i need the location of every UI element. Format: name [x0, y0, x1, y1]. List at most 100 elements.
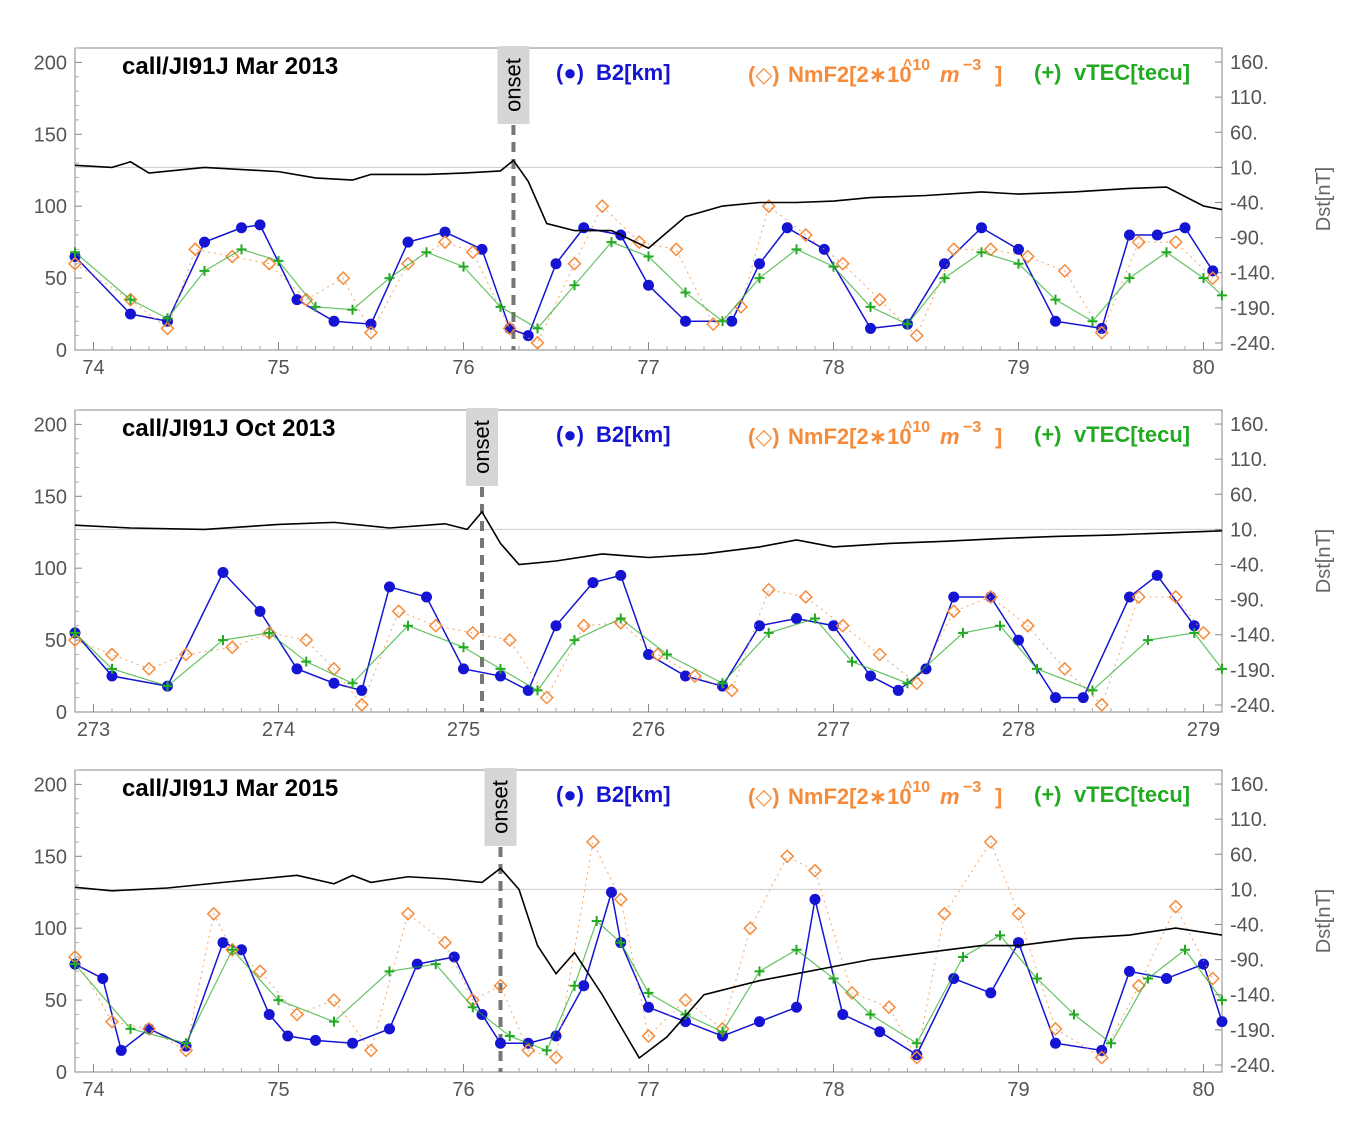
y2-tick-label: 60. [1230, 484, 1258, 506]
vtec-point [847, 656, 857, 667]
nmf2-point [872, 292, 887, 307]
onset-label-bg [466, 408, 498, 486]
y2-tick-label: -240. [1230, 1055, 1276, 1077]
b2-point [282, 1030, 294, 1042]
onset-label: onset [469, 420, 494, 474]
nmf2-point [502, 633, 517, 648]
vtec-point [1189, 627, 1200, 638]
vtec-point [467, 1002, 478, 1013]
nmf2-point [391, 604, 406, 619]
series-b2-km- [69, 567, 1200, 704]
vtec-point [458, 642, 469, 653]
x-tick-label: 76 [452, 357, 474, 379]
x-tick-label: 75 [267, 357, 289, 379]
vtec-point [717, 316, 728, 327]
legend-nmf2-unit-exponent: −3 [963, 779, 981, 796]
b2-point [504, 322, 516, 334]
vtec-point [1087, 685, 1098, 696]
b2-point [263, 1008, 275, 1020]
vtec-point [1050, 294, 1061, 305]
nmf2-point [909, 1050, 924, 1065]
x-tick-label: 274 [262, 719, 295, 741]
dst-series-line [74, 867, 1223, 1060]
y2-tick-label: 110. [1230, 449, 1267, 471]
vtec-point [717, 1026, 728, 1037]
vtec-point [495, 663, 506, 674]
vtec-point [125, 294, 136, 305]
nmf2-point [632, 235, 647, 250]
y2-tick-label: -240. [1230, 695, 1276, 717]
y-tick-label: 0 [56, 340, 67, 362]
b2-point [356, 684, 368, 696]
chart-panel-1: 0 50 100 150 200 -240. -190. -140. -90. -40. 10. 60… [34, 46, 1335, 379]
nmf2-point [104, 1014, 120, 1029]
nmf2-point [946, 242, 961, 257]
y2-tick-label: 160. [1230, 52, 1269, 74]
nmf2-point [1048, 1021, 1063, 1036]
b2-point [522, 330, 534, 342]
nmf2-point [743, 921, 758, 936]
vtec-point [810, 613, 820, 624]
nmf2-point [400, 906, 416, 921]
nmf2-point [437, 235, 453, 250]
nmf2-point [465, 625, 480, 640]
vtec-point [680, 287, 691, 298]
legend-nmf2-unit-exponent: −3 [963, 57, 981, 74]
nmf2-point [983, 834, 998, 849]
nmf2-point [567, 256, 582, 271]
nmf2-point [1168, 899, 1183, 914]
x-tick-label: 275 [447, 719, 480, 741]
vtec-point [430, 959, 441, 970]
y2-tick-label: 110. [1230, 87, 1267, 109]
x-tick-label: 74 [82, 357, 104, 379]
nmf2-point [104, 647, 120, 662]
vtec-point [958, 627, 968, 638]
legend-vtec-symbol: (+) [1034, 782, 1062, 807]
legend-vtec-label: vTEC[tecu] [1074, 422, 1190, 447]
legend-nmf2-close: ] [995, 784, 1002, 809]
b2-point [754, 620, 765, 632]
nmf2-point [576, 618, 591, 633]
y2-tick-label: 10. [1230, 157, 1258, 179]
legend-b2-symbol: (●) [556, 782, 584, 807]
nmf2-point [585, 834, 601, 849]
y2-tick-label: -40. [1230, 555, 1264, 577]
b2-point [448, 951, 460, 963]
legend-nmf2-exponent: ^10 [903, 57, 930, 74]
vtec-point [1124, 273, 1135, 284]
b2-point [1013, 243, 1024, 255]
vtec-point [236, 244, 247, 255]
nmf2-point [299, 633, 314, 648]
nmf2-point [1094, 1050, 1109, 1065]
vtec-point [504, 1031, 515, 1042]
b2-point [976, 222, 987, 234]
nmf2-point [252, 964, 268, 979]
legend-nmf2-unit: m [940, 784, 960, 809]
y2-tick-label: -90. [1230, 228, 1264, 250]
vtec-point [421, 247, 432, 258]
b2-point [217, 567, 229, 579]
vtec-point [754, 966, 765, 977]
vtec-point [384, 966, 395, 977]
legend: (●) B2[km] (◇) NmF2[2∗10^10 m −3] (+) vTEC[tecu… [556, 779, 1190, 809]
vtec-point [717, 678, 728, 689]
nmf2-point [1205, 271, 1220, 286]
b2-point [1096, 322, 1108, 334]
legend-b2-label: B2[km] [596, 782, 671, 807]
nmf2-point [521, 1043, 536, 1058]
nmf2-point [428, 618, 443, 633]
panel-title: call/JI91J Mar 2015 [122, 775, 338, 802]
vtec-point [1069, 1009, 1079, 1020]
vtec-point [865, 301, 876, 312]
chart-panel-3: 0 50 100 150 200 -240. -190. -140. -90. -40. 10. 60… [34, 768, 1335, 1101]
vtec-point [911, 1038, 922, 1049]
vtec-point [347, 678, 358, 689]
y2-axis-label: Dst[nT] [1313, 889, 1335, 953]
b2-point [920, 663, 932, 675]
b2-point [125, 308, 136, 320]
nmf2-point [188, 242, 203, 257]
vtec-point [865, 1009, 876, 1020]
b2-point [1124, 965, 1135, 977]
legend-vtec-label: vTEC[tecu] [1074, 782, 1190, 807]
